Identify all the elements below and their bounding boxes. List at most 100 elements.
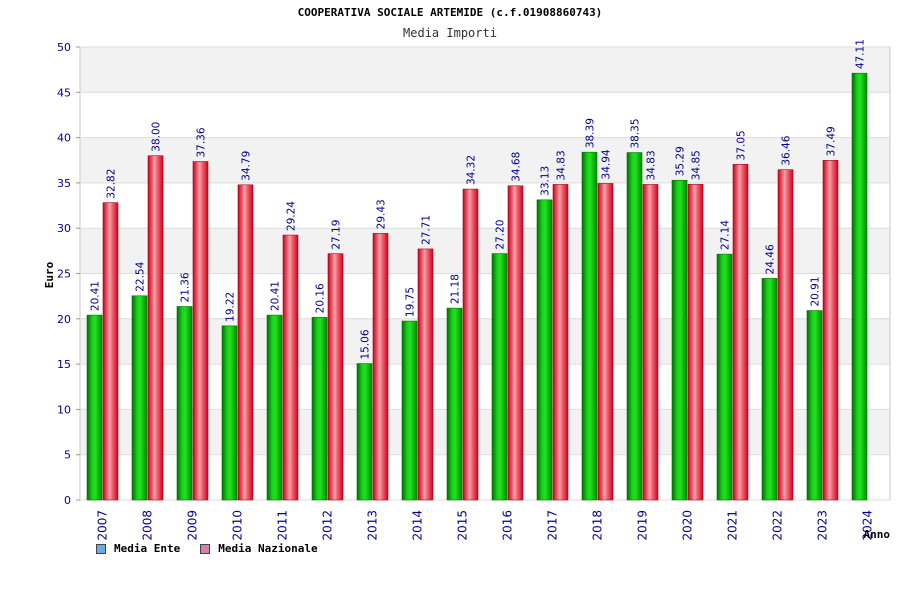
x-tick-label: 2012 [321, 510, 335, 541]
data-label: 33.13 [540, 166, 552, 196]
bar-media-ente [806, 310, 823, 501]
bar-media-ente [581, 151, 598, 501]
data-label: 29.24 [286, 201, 298, 231]
data-label: 15.06 [360, 329, 372, 359]
x-tick-label: 2019 [636, 510, 650, 541]
bar-media-ente [266, 314, 283, 501]
data-label: 34.83 [646, 150, 658, 180]
x-tick-label: 2010 [231, 510, 245, 541]
x-tick-label: 2022 [771, 510, 785, 541]
bar-media-ente [176, 306, 193, 501]
data-label: 27.71 [421, 215, 433, 245]
data-label: 21.36 [180, 272, 192, 302]
data-label: 38.35 [630, 118, 642, 148]
y-tick-label: 45 [57, 86, 71, 99]
bar-media-ente [86, 314, 103, 501]
bar-media-ente [491, 253, 508, 501]
data-label: 34.79 [241, 151, 253, 181]
data-label: 27.19 [331, 220, 343, 250]
data-label: 20.41 [90, 281, 102, 311]
x-axis: 2007 2008 2009 2010 2011 2012 2013 2014 2015 2016… [96, 510, 875, 541]
data-label: 35.29 [675, 146, 687, 176]
bars [86, 72, 868, 501]
legend: Media Ente Media Nazionale [96, 542, 318, 555]
bar-media-ente [671, 179, 688, 501]
y-tick-label: 10 [57, 403, 71, 416]
bar-media-nazionale [237, 184, 254, 501]
x-axis-label: Anno [864, 528, 891, 541]
data-label: 34.68 [511, 152, 523, 182]
bar-media-ente [311, 317, 328, 501]
legend-item-media-nazionale: Media Nazionale [200, 542, 318, 555]
bar-media-ente [716, 253, 733, 501]
data-label: 24.46 [765, 244, 777, 274]
bar-media-nazionale [417, 248, 434, 501]
grid-band [80, 409, 890, 455]
bar-media-nazionale [282, 234, 299, 501]
bar-media-ente [401, 320, 418, 501]
bar-media-ente [356, 363, 373, 501]
value-labels: 20.41 32.82 22.54 38.00 21.36 37.36 19.22 34.79… [90, 39, 867, 359]
y-tick-label: 5 [64, 449, 71, 462]
bar-media-nazionale [102, 202, 119, 501]
y-tick-label: 15 [57, 358, 71, 371]
data-label: 34.85 [691, 150, 703, 180]
grid-band [80, 47, 890, 93]
x-tick-label: 2016 [501, 510, 515, 541]
y-axis-label: Euro [43, 261, 56, 288]
data-label: 37.36 [196, 127, 208, 157]
chart-title: COOPERATIVA SOCIALE ARTEMIDE (c.f.019088… [298, 6, 603, 19]
bar-media-nazionale [507, 185, 524, 501]
data-label: 32.82 [106, 169, 118, 199]
data-label: 34.83 [556, 150, 568, 180]
chart-subtitle: Media Importi [403, 26, 497, 40]
data-label: 38.00 [151, 122, 163, 152]
data-label: 19.75 [405, 287, 417, 317]
data-label: 21.18 [450, 274, 462, 304]
data-label: 27.20 [495, 220, 507, 250]
bar-media-ente [446, 307, 463, 501]
bar-media-nazionale [552, 184, 569, 501]
x-tick-label: 2009 [186, 510, 200, 541]
legend-label-media-ente: Media Ente [114, 542, 181, 555]
x-tick-label: 2020 [681, 510, 695, 541]
bar-media-nazionale [327, 253, 344, 501]
x-tick-label: 2018 [591, 510, 605, 541]
grid-band [80, 137, 890, 183]
bar-media-nazionale [777, 169, 794, 501]
data-label: 38.39 [585, 118, 597, 148]
legend-item-media-ente: Media Ente [96, 542, 180, 555]
x-tick-label: 2015 [456, 510, 470, 541]
data-label: 20.41 [270, 281, 282, 311]
bar-media-nazionale [147, 155, 164, 501]
y-axis: 0 5 10 15 20 25 30 35 40 45 50 [57, 41, 890, 507]
bar-media-nazionale [732, 164, 749, 501]
bar-media-nazionale [462, 188, 479, 501]
y-tick-label: 30 [57, 222, 71, 235]
data-label: 34.32 [466, 155, 478, 185]
plot-background [79, 46, 891, 501]
x-tick-label: 2014 [411, 510, 425, 541]
bar-media-nazionale [687, 183, 704, 501]
y-tick-label: 0 [64, 494, 71, 507]
y-tick-label: 40 [57, 132, 71, 145]
bar-media-ente [851, 72, 868, 501]
grid-band [80, 318, 890, 365]
data-label: 34.94 [601, 149, 613, 179]
data-label: 37.49 [826, 126, 838, 156]
x-tick-label: 2013 [366, 510, 380, 541]
bar-media-nazionale [642, 184, 659, 501]
legend-swatch-media-ente [96, 543, 106, 554]
bar-media-ente [626, 152, 643, 501]
y-tick-label: 20 [57, 313, 71, 326]
legend-label-media-nazionale: Media Nazionale [218, 542, 318, 555]
bar-media-ente [221, 325, 238, 501]
data-label: 22.54 [135, 261, 147, 291]
x-tick-label: 2011 [276, 510, 290, 541]
x-tick-label: 2017 [546, 510, 560, 541]
bar-media-nazionale [597, 183, 614, 501]
y-tick-label: 50 [57, 41, 71, 54]
bar-media-ente [536, 199, 553, 501]
x-tick-label: 2007 [96, 510, 110, 541]
